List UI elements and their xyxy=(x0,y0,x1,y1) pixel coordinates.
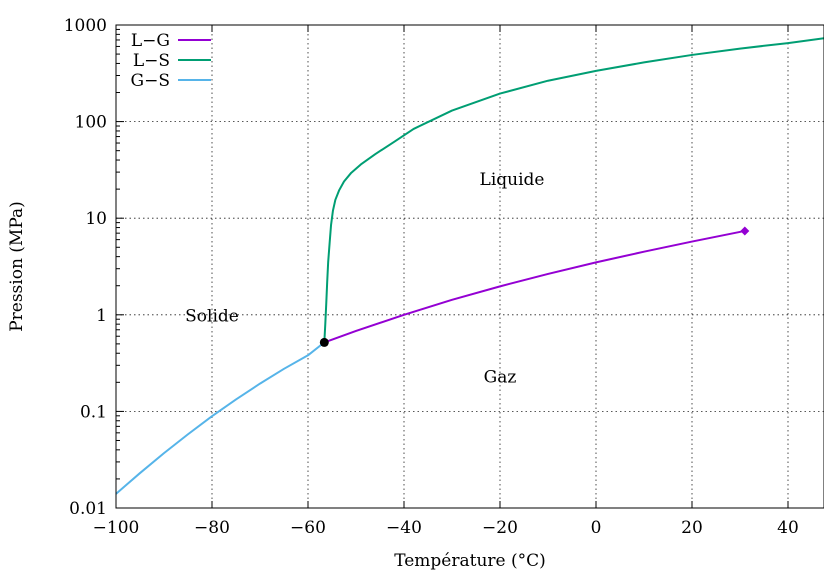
x-tick-label: 0 xyxy=(591,518,602,538)
region-label-gaz: Gaz xyxy=(484,367,517,387)
y-tick-label: 0.01 xyxy=(69,499,107,519)
x-tick-label: −100 xyxy=(93,518,140,538)
x-tick-label: −20 xyxy=(482,518,518,538)
y-axis-title: Pression (MPa) xyxy=(7,201,27,332)
y-tick-label: 100 xyxy=(75,113,107,133)
region-label-liquide: Liquide xyxy=(480,170,545,190)
x-tick-label: −60 xyxy=(290,518,326,538)
y-tick-label: 10 xyxy=(85,209,107,229)
y-tick-label: 0.1 xyxy=(80,402,107,422)
ticks: −100 −80 −60 −40 −20 0 20 40 0.01 0.1 1 10 100 1000 xyxy=(64,16,799,538)
region-label-solide: Solide xyxy=(185,307,239,327)
y-tick-label: 1000 xyxy=(64,16,107,36)
x-tick-label: 20 xyxy=(681,518,703,538)
plot-frame xyxy=(115,24,824,509)
legend-label: L−G xyxy=(131,31,170,51)
legend-label: L−S xyxy=(133,51,170,71)
series-line-l-g xyxy=(323,229,745,344)
y-tick-label: 1 xyxy=(96,306,107,326)
series-line-g-s xyxy=(115,341,325,495)
series-group xyxy=(115,37,824,495)
annotations: Liquide Solide Gaz xyxy=(185,170,544,387)
points-group xyxy=(319,337,329,347)
x-axis-title: Température (°C) xyxy=(394,551,546,571)
x-tick-label: −80 xyxy=(194,518,230,538)
legend: L−GL−SG−S xyxy=(131,31,211,91)
legend-label: G−S xyxy=(131,71,170,91)
critical-point-marker xyxy=(740,226,750,236)
series-line-l-s xyxy=(323,37,824,343)
grid xyxy=(116,25,824,508)
triple-point-marker xyxy=(319,337,329,347)
x-tick-label: 40 xyxy=(777,518,799,538)
x-tick-label: −40 xyxy=(386,518,422,538)
